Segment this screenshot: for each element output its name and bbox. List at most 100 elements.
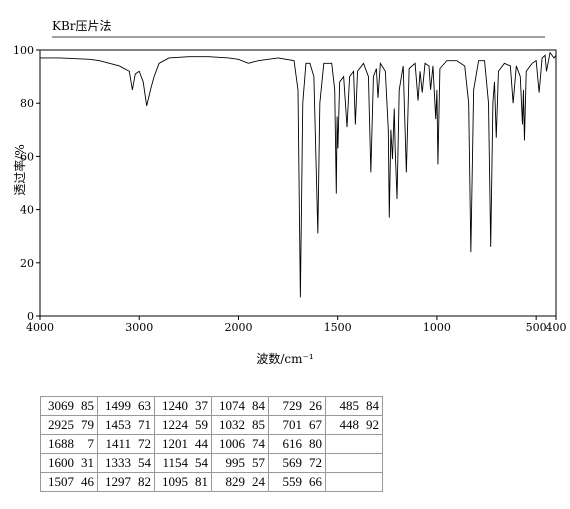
wavenumber: 701 (282, 417, 303, 432)
wavenumber: 3069 (48, 398, 74, 413)
table-cell: 1499 63 (97, 396, 155, 416)
wavenumber: 1074 (219, 398, 245, 413)
transmittance: 7 (87, 436, 95, 451)
table-cell: 1453 71 (97, 415, 155, 435)
transmittance: 79 (81, 417, 94, 432)
table-cell: 1333 54 (97, 453, 155, 473)
transmittance: 54 (195, 455, 208, 470)
wavenumber: 1201 (162, 436, 188, 451)
table-cell (325, 453, 383, 473)
table-cell: 1507 46 (40, 472, 98, 492)
table-cell: 729 26 (268, 396, 326, 416)
transmittance: 57 (252, 455, 265, 470)
wavenumber: 1224 (162, 417, 188, 432)
wavenumber: 616 (282, 436, 303, 451)
transmittance: 66 (309, 474, 322, 489)
table-cell: 1240 37 (154, 396, 212, 416)
transmittance: 74 (252, 436, 265, 451)
table-cell: 829 24 (211, 472, 269, 492)
transmittance: 37 (195, 398, 208, 413)
y-axis-label: 透过率/% (12, 144, 27, 195)
x-tick-label: 3000 (125, 321, 153, 334)
x-tick-label: 1000 (423, 321, 451, 334)
wavenumber: 559 (282, 474, 303, 489)
table-cell: 616 80 (268, 434, 326, 454)
transmittance: 84 (366, 398, 379, 413)
table-cell: 1095 81 (154, 472, 212, 492)
wavenumber: 1499 (105, 398, 131, 413)
transmittance: 80 (309, 436, 322, 451)
wavenumber: 1006 (219, 436, 245, 451)
x-axis-label: 波数/cm⁻¹ (256, 351, 313, 366)
chart: KBr压片法 波数/cm⁻¹ 透过率/% 0 20 40 60 80 100 4000 300… (12, 19, 567, 366)
transmittance: 85 (81, 398, 94, 413)
y-tick-label: 40 (20, 204, 34, 217)
table-cell: 1688 7 (40, 434, 98, 454)
table-cell: 995 57 (211, 453, 269, 473)
wavenumber: 1600 (48, 455, 74, 470)
x-tick-label: 500 (526, 321, 547, 334)
table-cell: 1411 72 (97, 434, 155, 454)
transmittance: 63 (138, 398, 151, 413)
wavenumber: 1032 (219, 417, 245, 432)
table-cell: 559 66 (268, 472, 326, 492)
table-row: 1507 46 1297 82 1095 81 829 24 559 66 (40, 472, 383, 492)
y-tick-label: 100 (13, 44, 34, 57)
table-row: 2925 79 1453 71 1224 59 1032 85 701 67 448 92 (40, 415, 383, 435)
table-cell: 569 72 (268, 453, 326, 473)
x-tick-label: 2000 (224, 321, 252, 334)
transmittance: 82 (138, 474, 151, 489)
table-cell: 485 84 (325, 396, 383, 416)
table-row: 1688 7 1411 72 1201 44 1006 74 616 80 (40, 434, 383, 454)
transmittance: 71 (138, 417, 151, 432)
table-row: 3069 85 1499 63 1240 37 1074 84 729 26 485 84 (40, 396, 383, 416)
table-cell: 701 67 (268, 415, 326, 435)
transmittance: 26 (309, 398, 322, 413)
wavenumber: 2925 (48, 417, 74, 432)
table-cell: 1201 44 (154, 434, 212, 454)
x-tick-label: 1500 (324, 321, 352, 334)
wavenumber: 485 (339, 398, 360, 413)
table-cell: 1154 54 (154, 453, 212, 473)
wavenumber: 1333 (105, 455, 131, 470)
table-cell: 1224 59 (154, 415, 212, 435)
table-cell: 448 92 (325, 415, 383, 435)
transmittance: 59 (195, 417, 208, 432)
y-tick-label: 80 (20, 97, 34, 110)
chart-title: KBr压片法 (52, 19, 112, 33)
x-tick-label: 400 (546, 321, 567, 334)
wavenumber: 1453 (105, 417, 131, 432)
table-cell (325, 434, 383, 454)
wavenumber: 448 (339, 417, 360, 432)
transmittance: 72 (309, 455, 322, 470)
transmittance: 54 (138, 455, 151, 470)
table-cell: 1074 84 (211, 396, 269, 416)
wavenumber: 1507 (48, 474, 74, 489)
table-cell: 1600 31 (40, 453, 98, 473)
wavenumber: 1095 (162, 474, 188, 489)
transmittance: 84 (252, 398, 265, 413)
table-cell: 1032 85 (211, 415, 269, 435)
transmittance: 85 (252, 417, 265, 432)
wavenumber: 995 (225, 455, 246, 470)
transmittance: 46 (81, 474, 94, 489)
wavenumber: 569 (282, 455, 303, 470)
transmittance: 67 (309, 417, 322, 432)
transmittance: 72 (138, 436, 151, 451)
table-cell: 2925 79 (40, 415, 98, 435)
wavenumber: 1297 (105, 474, 131, 489)
transmittance: 92 (366, 417, 379, 432)
spectrum-line (40, 51, 557, 298)
plot-frame (39, 49, 557, 317)
table-cell: 1297 82 (97, 472, 155, 492)
transmittance: 31 (81, 455, 94, 470)
table-cell: 3069 85 (40, 396, 98, 416)
table-cell (325, 472, 383, 492)
wavenumber: 1154 (162, 455, 188, 470)
wavenumber: 829 (225, 474, 246, 489)
y-tick-label: 20 (20, 257, 34, 270)
transmittance: 81 (195, 474, 208, 489)
wavenumber: 729 (282, 398, 303, 413)
peak-table: 3069 85 1499 63 1240 37 1074 84 729 26 485 84 2925 79… (40, 396, 383, 492)
